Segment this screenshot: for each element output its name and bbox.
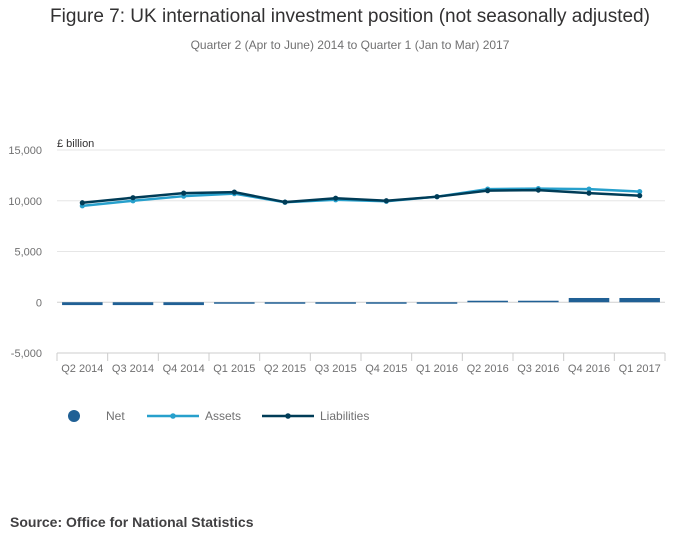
y-tick-label: 0 — [36, 297, 42, 309]
liabilities-point-q2-2014 — [79, 200, 85, 206]
assets-point-q1-2017 — [637, 189, 643, 195]
y-tick-label: 5,000 — [14, 247, 42, 259]
liabilities-point-q2-2015 — [282, 199, 288, 205]
x-tick-label: Q4 2014 — [163, 363, 205, 375]
liabilities-point-q4-2015 — [383, 198, 389, 204]
liabilities-legend-marker — [285, 413, 291, 419]
net-legend-marker — [68, 410, 80, 422]
x-tick-label: Q2 2015 — [264, 363, 306, 375]
x-tick-label: Q1 2017 — [619, 363, 661, 375]
net-bar-q2-2014 — [62, 302, 103, 306]
net-legend-label: Net — [106, 409, 125, 423]
x-axis: Q2 2014 Q3 2014 Q4 2014 Q1 2015 Q2 2015 Q3 20… — [56, 352, 666, 375]
liabilities-point-q1-2017 — [637, 193, 643, 199]
series-lines — [79, 185, 643, 209]
liabilities-point-q3-2016 — [535, 187, 541, 193]
net-bar-q3-2015 — [315, 302, 356, 304]
assets-point-q4-2016 — [586, 186, 592, 192]
liabilities-point-q3-2014 — [130, 195, 136, 201]
chart-subtitle: Quarter 2 (Apr to June) 2014 to Quarter … — [190, 38, 510, 52]
source-note: Source: Office for National Statistics — [10, 514, 254, 530]
net-bar-q4-2016 — [568, 297, 610, 303]
x-tick-label: Q1 2015 — [213, 363, 255, 375]
x-tick-label: Q4 2015 — [365, 363, 407, 375]
liabilities-point-q4-2014 — [181, 190, 187, 196]
y-axis-label: £ billion — [57, 138, 94, 150]
x-tick-label: Q3 2015 — [315, 363, 357, 375]
net-bar-q2-2016 — [467, 300, 508, 303]
liabilities-point-q3-2015 — [333, 195, 339, 201]
chart-title: Figure 7: UK international investment po… — [50, 6, 650, 27]
assets-legend-label: Assets — [205, 409, 241, 423]
net-bars — [62, 297, 660, 306]
liabilities-point-q1-2016 — [434, 194, 440, 200]
y-tick-label: 10,000 — [8, 196, 42, 208]
x-tick-label: Q3 2016 — [517, 363, 559, 375]
assets-legend-marker — [170, 413, 176, 419]
liabilities-point-q1-2015 — [231, 189, 237, 195]
net-bar-q3-2016 — [518, 300, 559, 303]
liabilities-legend-label: Liabilities — [320, 409, 369, 423]
net-bar-q1-2015 — [214, 302, 255, 304]
x-tick-label: Q2 2014 — [61, 363, 103, 375]
legend: Net Assets Liabilities — [68, 409, 369, 423]
y-tick-label: -5,000 — [11, 348, 42, 360]
x-tick-label: Q2 2016 — [467, 363, 509, 375]
x-tick-label: Q1 2016 — [416, 363, 458, 375]
net-bar-q4-2015 — [366, 302, 407, 304]
y-tick-label: 15,000 — [8, 145, 42, 157]
liabilities-point-q2-2016 — [485, 188, 491, 194]
liabilities-point-q4-2016 — [586, 190, 592, 196]
gridlines — [57, 149, 665, 354]
x-tick-label: Q4 2016 — [568, 363, 610, 375]
net-bar-q3-2014 — [112, 302, 154, 306]
net-bar-q1-2016 — [416, 302, 458, 304]
y-axis: 15,000 10,000 5,000 0 -5,000 — [8, 145, 42, 360]
x-tick-label: Q3 2014 — [112, 363, 154, 375]
net-bar-q4-2014 — [163, 302, 204, 306]
net-bar-q2-2015 — [264, 302, 306, 304]
liabilities-line — [82, 188, 640, 205]
net-bar-q1-2017 — [619, 297, 660, 303]
